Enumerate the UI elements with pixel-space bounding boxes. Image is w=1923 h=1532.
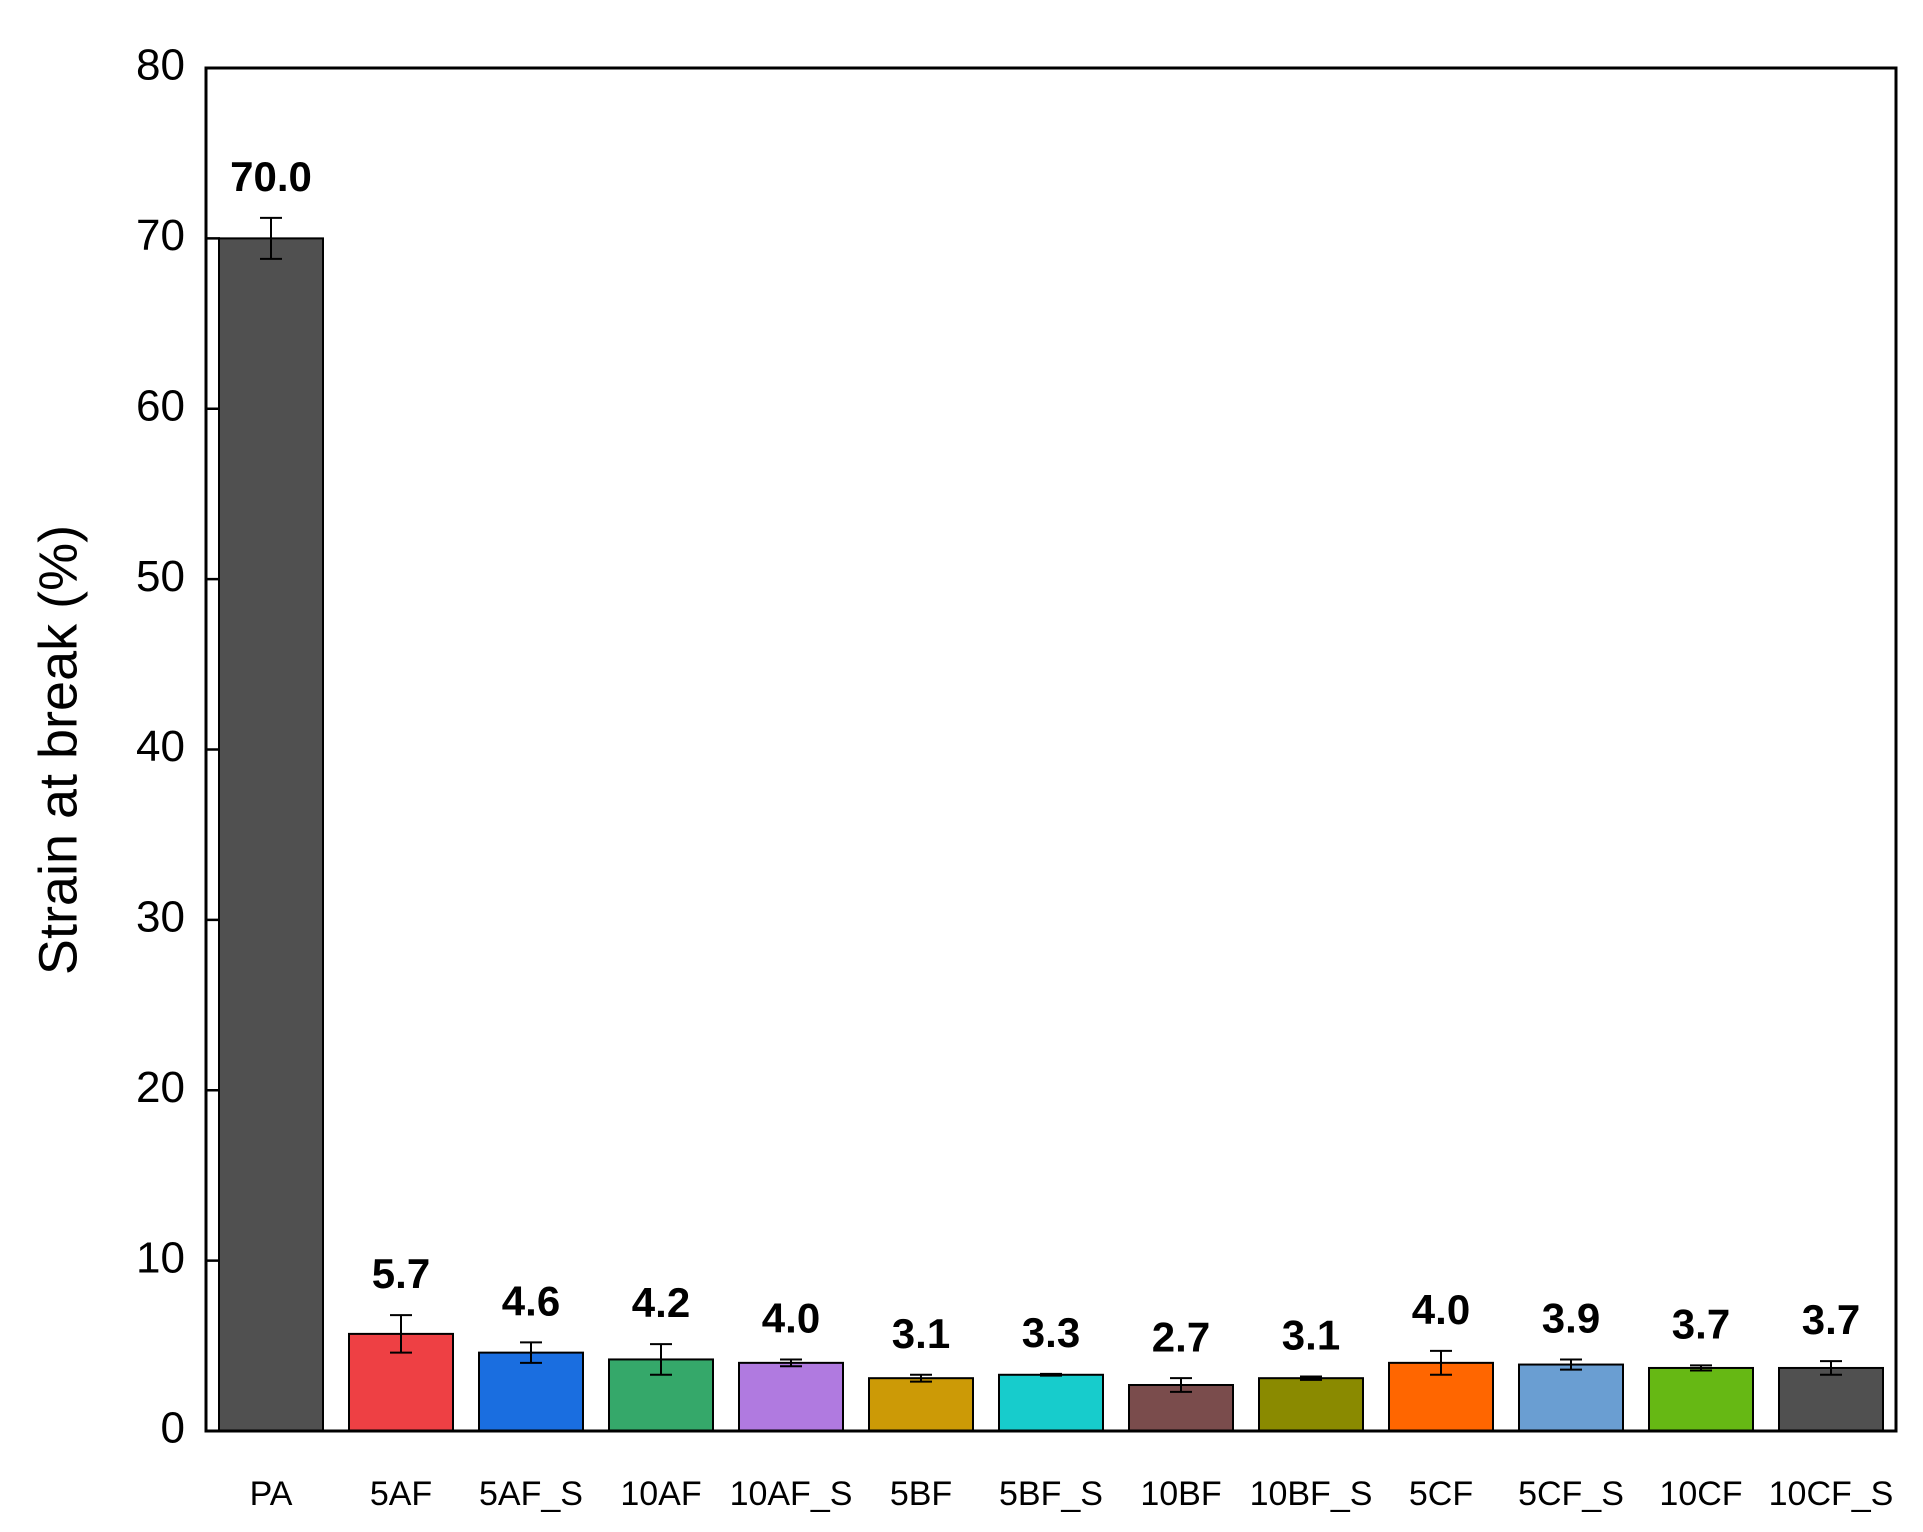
error-bar: [1170, 1377, 1192, 1393]
value-label: 3.7: [1802, 1296, 1860, 1343]
y-tick-label: 30: [136, 893, 185, 942]
value-label: 2.7: [1152, 1313, 1210, 1360]
error-bar: [1690, 1364, 1712, 1372]
y-tick-label: 20: [136, 1063, 185, 1112]
y-axis-title: Strain at break (%): [28, 525, 88, 975]
bar: [478, 1351, 584, 1432]
value-label: 4.0: [1412, 1286, 1470, 1333]
value-label: 3.1: [1282, 1312, 1340, 1359]
x-tick-label: 10CF: [1659, 1475, 1742, 1513]
value-label: 4.0: [762, 1295, 820, 1342]
bar: [868, 1377, 974, 1432]
error-bar: [390, 1314, 412, 1354]
x-tick-label: PA: [250, 1475, 293, 1513]
x-tick-label: 10BF_S: [1250, 1475, 1373, 1513]
value-label: 3.7: [1672, 1300, 1730, 1347]
bar: [998, 1373, 1104, 1432]
bar: [1648, 1366, 1754, 1433]
x-tick-label: 5CF_S: [1518, 1475, 1624, 1513]
error-bar: [1430, 1349, 1452, 1376]
error-bar: [1820, 1360, 1842, 1376]
y-tick-label: 70: [136, 211, 185, 260]
error-bar: [1560, 1358, 1582, 1371]
y-tick-label: 50: [136, 552, 185, 601]
x-tick-label: 10CF_S: [1769, 1475, 1894, 1513]
x-tick-label: 5AF: [370, 1475, 432, 1513]
x-tick-label: 5BF: [890, 1475, 952, 1513]
plot-frame: [204, 66, 1898, 1433]
x-tick-label: 10AF: [620, 1475, 701, 1513]
error-bar: [650, 1343, 672, 1376]
y-tick-label: 10: [136, 1233, 185, 1282]
value-label: 3.3: [1022, 1309, 1080, 1356]
bar: [1258, 1377, 1364, 1432]
x-tick-label: 10AF_S: [730, 1475, 853, 1513]
x-tick-label: 5CF: [1409, 1475, 1473, 1513]
bar: [1518, 1363, 1624, 1432]
error-bar: [260, 216, 282, 260]
value-label: 5.7: [372, 1250, 430, 1297]
value-label: 70.0: [230, 153, 312, 200]
error-bar: [1040, 1372, 1062, 1377]
error-bar: [780, 1358, 802, 1368]
x-tick-label: 5AF_S: [479, 1475, 583, 1513]
y-tick-label: 0: [161, 1404, 185, 1453]
y-tick-label: 80: [136, 41, 185, 90]
error-bar: [520, 1341, 542, 1364]
x-tick-label: 5BF_S: [999, 1475, 1103, 1513]
error-bar: [910, 1373, 932, 1383]
error-bar: [1300, 1375, 1322, 1381]
value-label: 4.2: [632, 1279, 690, 1326]
bar: [218, 237, 324, 1432]
y-tick-label: 60: [136, 381, 185, 430]
bar: [1778, 1366, 1884, 1433]
x-tick-label: 10BF: [1140, 1475, 1221, 1513]
value-label: 4.6: [502, 1277, 560, 1324]
bar: [738, 1361, 844, 1432]
value-label: 3.9: [1542, 1295, 1600, 1342]
y-tick-label: 40: [136, 722, 185, 771]
value-label: 3.1: [892, 1310, 950, 1357]
